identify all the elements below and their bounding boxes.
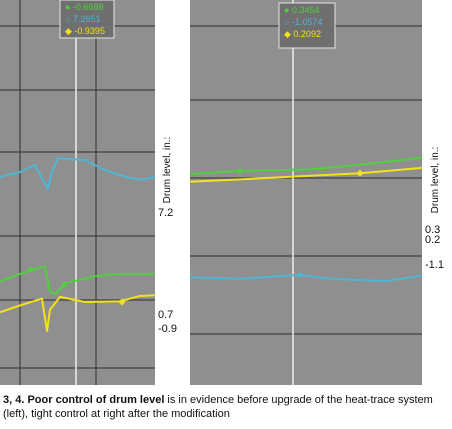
tooltip-value: ○ 7.2651	[65, 14, 100, 24]
series-line-green	[0, 265, 155, 295]
data-point-marker	[237, 168, 243, 174]
cursor-tooltip-box	[278, 2, 336, 49]
series-end-label: -1.1	[425, 259, 444, 271]
caption-text: is in evidence before upgrade of the hea…	[3, 394, 433, 420]
data-point-marker	[118, 298, 126, 306]
left-plot-area	[0, 0, 155, 385]
series-line-cyan	[189, 273, 423, 283]
data-point-marker	[28, 267, 34, 272]
series-line-cyan	[0, 157, 156, 191]
cursor-tooltip-box	[59, 0, 115, 39]
tooltip-value: ● 0.3454	[284, 5, 319, 15]
y-axis-label: Drum level, in.:	[430, 147, 441, 214]
y-axis-label: Drum level, in.:	[162, 137, 173, 204]
tooltip-value: ● -0.6688	[65, 2, 103, 12]
left-chart-panel: ● -0.6688 ○ 7.2651 ◆ -0.9395 7.2 0.7 -0.9 Drum…	[0, 0, 177, 385]
series-end-label: 0.3	[425, 224, 440, 236]
tooltip-value: ○ -1.0574	[284, 17, 322, 27]
series-end-label: 7.2	[158, 207, 173, 219]
series-end-label: -0.9	[158, 323, 177, 335]
data-point-marker	[356, 169, 364, 177]
series-line-yellow	[189, 166, 423, 183]
series-end-label: 0.7	[158, 309, 173, 321]
series-line-green	[189, 156, 423, 175]
caption-figure-ref: 3, 4.	[3, 394, 25, 406]
data-point-marker	[61, 282, 67, 288]
series-end-label: 0.2	[425, 234, 440, 246]
tooltip-value: ◆ -0.9395	[65, 26, 105, 36]
right-chart-panel: ● 0.3454 ○ -1.0574 ◆ 0.2092 0.30.2 -1.1 Drum …	[189, 0, 444, 385]
series-line-yellow	[0, 294, 156, 333]
caption-bold: Poor control of drum level	[27, 394, 165, 406]
tooltip-value: ◆ 0.2092	[284, 29, 321, 39]
figure-caption: 3, 4. Poor control of drum level is in e…	[3, 393, 447, 421]
right-plot-area	[190, 0, 422, 385]
data-point-marker	[297, 272, 303, 278]
